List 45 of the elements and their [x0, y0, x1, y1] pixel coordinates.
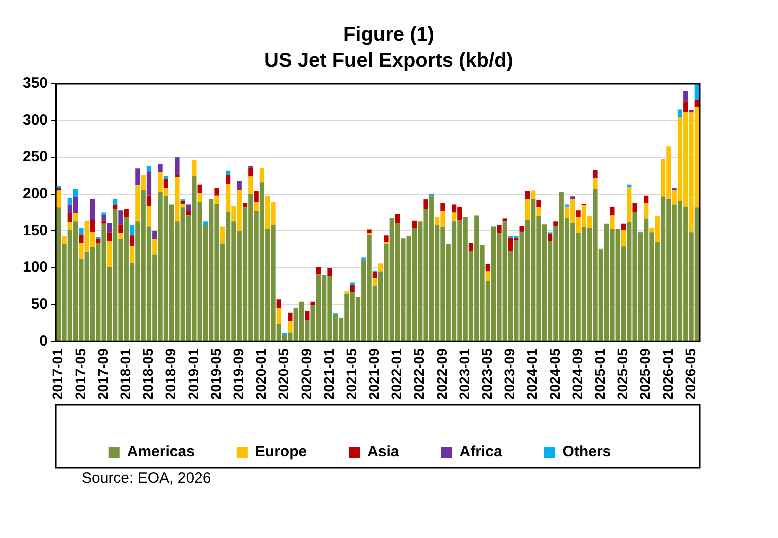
x-tick-label: 2017-05 — [72, 348, 88, 400]
x-tick-label: 2025-05 — [614, 348, 631, 400]
legend-label: Europe — [255, 444, 308, 461]
y-tick-label: 200 — [22, 186, 48, 203]
legend-label: Americas — [127, 444, 195, 461]
x-tick-label: 2023-05 — [479, 348, 496, 400]
chart-subtitle: US Jet Fuel Exports (kb/d) — [264, 49, 514, 74]
x-tick-label: 2020-05 — [276, 348, 292, 400]
x-tick-label: 2020-01 — [253, 348, 270, 400]
x-tick-label: 2026-01 — [660, 348, 676, 400]
x-tick-label: 2021-09 — [366, 348, 382, 400]
x-tick-label: 2022-09 — [434, 348, 450, 400]
y-tick-label: 100 — [22, 259, 48, 276]
x-tick-label: 2021-01 — [320, 348, 337, 400]
y-tick-label: 0 — [40, 332, 48, 350]
legend-label: Others — [562, 444, 612, 461]
y-tick-label: 300 — [22, 112, 48, 129]
y-tick-label: 50 — [31, 296, 48, 313]
x-tick-label: 2025-01 — [592, 348, 608, 400]
x-tick-label: 2021-05 — [343, 348, 360, 400]
x-tick-label: 2022-01 — [388, 348, 405, 400]
x-tick-label: 2017-09 — [94, 348, 111, 400]
source-note: Source: EOA, 2026 — [82, 470, 212, 487]
x-tick-label: 2024-09 — [569, 348, 586, 400]
chart-title: Figure (1) — [342, 23, 436, 48]
x-tick-label: 2018-09 — [162, 348, 179, 400]
y-tick-label: 350 — [22, 75, 48, 92]
x-tick-label: 2020-09 — [298, 348, 314, 400]
x-tick-label: 2023-01 — [456, 348, 472, 400]
x-tick-label: 2019-05 — [208, 348, 224, 400]
x-tick-label: 2018-01 — [117, 348, 134, 400]
legend-label: Africa — [460, 444, 503, 461]
x-tick-label: 2024-05 — [546, 348, 563, 400]
x-tick-label: 2018-05 — [140, 348, 156, 400]
x-tick-label: 2019-01 — [185, 348, 202, 400]
x-tick-label: 2024-01 — [524, 348, 540, 400]
y-tick-label: 250 — [22, 148, 48, 166]
x-tick-label: 2023-09 — [502, 348, 518, 400]
y-tick-label: 150 — [22, 222, 48, 240]
x-tick-label: 2019-09 — [230, 348, 246, 400]
x-tick-label: 2026-05 — [682, 348, 698, 400]
x-tick-label: 2025-09 — [637, 348, 654, 400]
x-tick-label: 2022-05 — [411, 348, 428, 400]
legend-label: Asia — [368, 444, 400, 461]
x-tick-label: 2017-01 — [50, 348, 66, 400]
